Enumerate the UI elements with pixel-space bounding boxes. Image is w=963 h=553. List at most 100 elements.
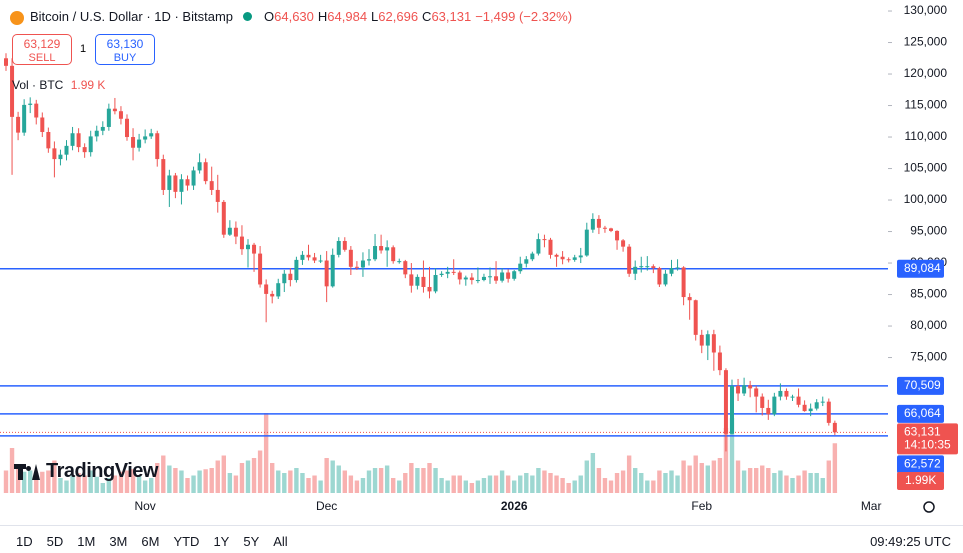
timeframes: 1D 5D 1M 3M 6M YTD 1Y 5Y All: [16, 534, 288, 549]
y-tick-label: 75,000: [910, 350, 947, 364]
candle-body: [469, 277, 474, 281]
candle-body: [705, 334, 710, 346]
buy-button[interactable]: 63,130 BUY: [95, 34, 155, 65]
candle-body: [699, 334, 704, 346]
candle-body: [784, 390, 789, 397]
volume-legend: Vol · BTC 1.99 K: [12, 78, 105, 92]
volume-bar: [391, 478, 396, 493]
volume-bar: [354, 480, 360, 493]
sell-button[interactable]: 63,129 SELL: [12, 34, 72, 65]
timeframe-button[interactable]: All: [273, 534, 288, 549]
candle-body: [615, 230, 620, 241]
volume-bar: [536, 468, 541, 493]
candle-body: [137, 139, 142, 148]
candle-body: [730, 385, 734, 434]
volume-bar: [203, 469, 208, 493]
volume-bar: [403, 473, 408, 493]
volume-bar: [276, 470, 281, 493]
x-tick-label: Feb: [691, 499, 712, 513]
volume-bar: [342, 470, 347, 493]
candle-body: [651, 266, 656, 269]
candle-body: [330, 254, 335, 287]
sell-label: SELL: [28, 52, 56, 64]
volume-bar: [717, 458, 723, 493]
price-tag-label: 66,064: [904, 406, 941, 420]
candle-body: [16, 116, 21, 133]
x-tick-label: Dec: [316, 499, 337, 513]
volume-bar: [651, 480, 656, 493]
timeframe-button[interactable]: 5D: [46, 534, 64, 549]
candle-body: [233, 227, 238, 237]
candle-body: [717, 352, 722, 371]
volume-bar: [493, 475, 499, 493]
volume-bar: [675, 475, 680, 493]
candle-body: [820, 401, 825, 403]
ohlc: O64,630 H64,984 L62,696 C63,131: [264, 9, 471, 24]
volume-bar: [191, 475, 196, 493]
candle-body: [270, 293, 275, 297]
candle-body: [506, 272, 511, 279]
volume-bar: [602, 478, 608, 493]
candle-body: [282, 273, 287, 284]
volume-bar: [808, 473, 813, 493]
timeframe-button[interactable]: 1D: [16, 534, 33, 549]
y-tick-label: 115,000: [905, 98, 948, 112]
volume-bar: [639, 473, 644, 493]
candle-body: [627, 246, 632, 274]
timeframe-button[interactable]: 3M: [109, 534, 128, 549]
candle-body: [149, 133, 154, 137]
volume-bar: [118, 471, 124, 493]
timeframe-button[interactable]: 5Y: [243, 534, 260, 549]
volume-bar: [21, 471, 27, 493]
candle-body: [367, 259, 371, 261]
ohlc-value: 63,131: [431, 9, 472, 24]
buy-label: BUY: [113, 52, 137, 64]
ohlc-key: C: [422, 9, 432, 24]
volume-bar: [130, 469, 136, 493]
volume-bar: [542, 470, 547, 493]
x-tick-label: Nov: [134, 499, 155, 513]
candle-body: [179, 179, 184, 192]
candle-body: [221, 201, 226, 235]
volume-bar: [270, 463, 275, 493]
volume-bar: [215, 460, 220, 493]
timeframe-button[interactable]: 1M: [77, 534, 96, 549]
volume-bar: [336, 465, 341, 493]
volume-value: 1.99 K: [70, 78, 106, 92]
volume-bar: [669, 470, 674, 493]
volume-bar: [372, 468, 378, 493]
volume-bar: [584, 460, 589, 493]
candle-body: [40, 117, 45, 132]
volume-bar: [155, 463, 160, 493]
timeframe-button[interactable]: 6M: [141, 534, 160, 549]
volume-bar: [512, 480, 517, 493]
volume-bar: [421, 468, 426, 493]
timeframe-button[interactable]: 1Y: [213, 534, 230, 549]
volume-bar: [348, 475, 354, 493]
candle-body: [197, 162, 202, 171]
volume-bar: [596, 468, 602, 493]
volume-bar: [445, 480, 450, 493]
volume-bar: [524, 473, 529, 493]
candle-body: [264, 284, 269, 294]
candle-body: [70, 133, 75, 146]
volume-bar: [112, 475, 118, 493]
volume-bar: [173, 468, 178, 493]
volume-bar: [197, 470, 202, 493]
candle-body: [239, 236, 244, 250]
volume-bar: [802, 470, 807, 493]
candle-body: [143, 136, 148, 140]
volume-bar: [766, 468, 771, 493]
candle-body: [494, 276, 499, 281]
candle-body: [433, 275, 438, 292]
candle-body: [246, 244, 250, 250]
volume-bar: [608, 480, 614, 493]
volume-bar: [149, 478, 154, 493]
candle-body: [46, 131, 51, 149]
timeframe-button[interactable]: YTD: [173, 534, 200, 549]
last-price-tag: [897, 423, 958, 455]
volume-bar: [481, 478, 487, 493]
candle-body: [681, 267, 686, 298]
candle-body: [463, 277, 468, 280]
